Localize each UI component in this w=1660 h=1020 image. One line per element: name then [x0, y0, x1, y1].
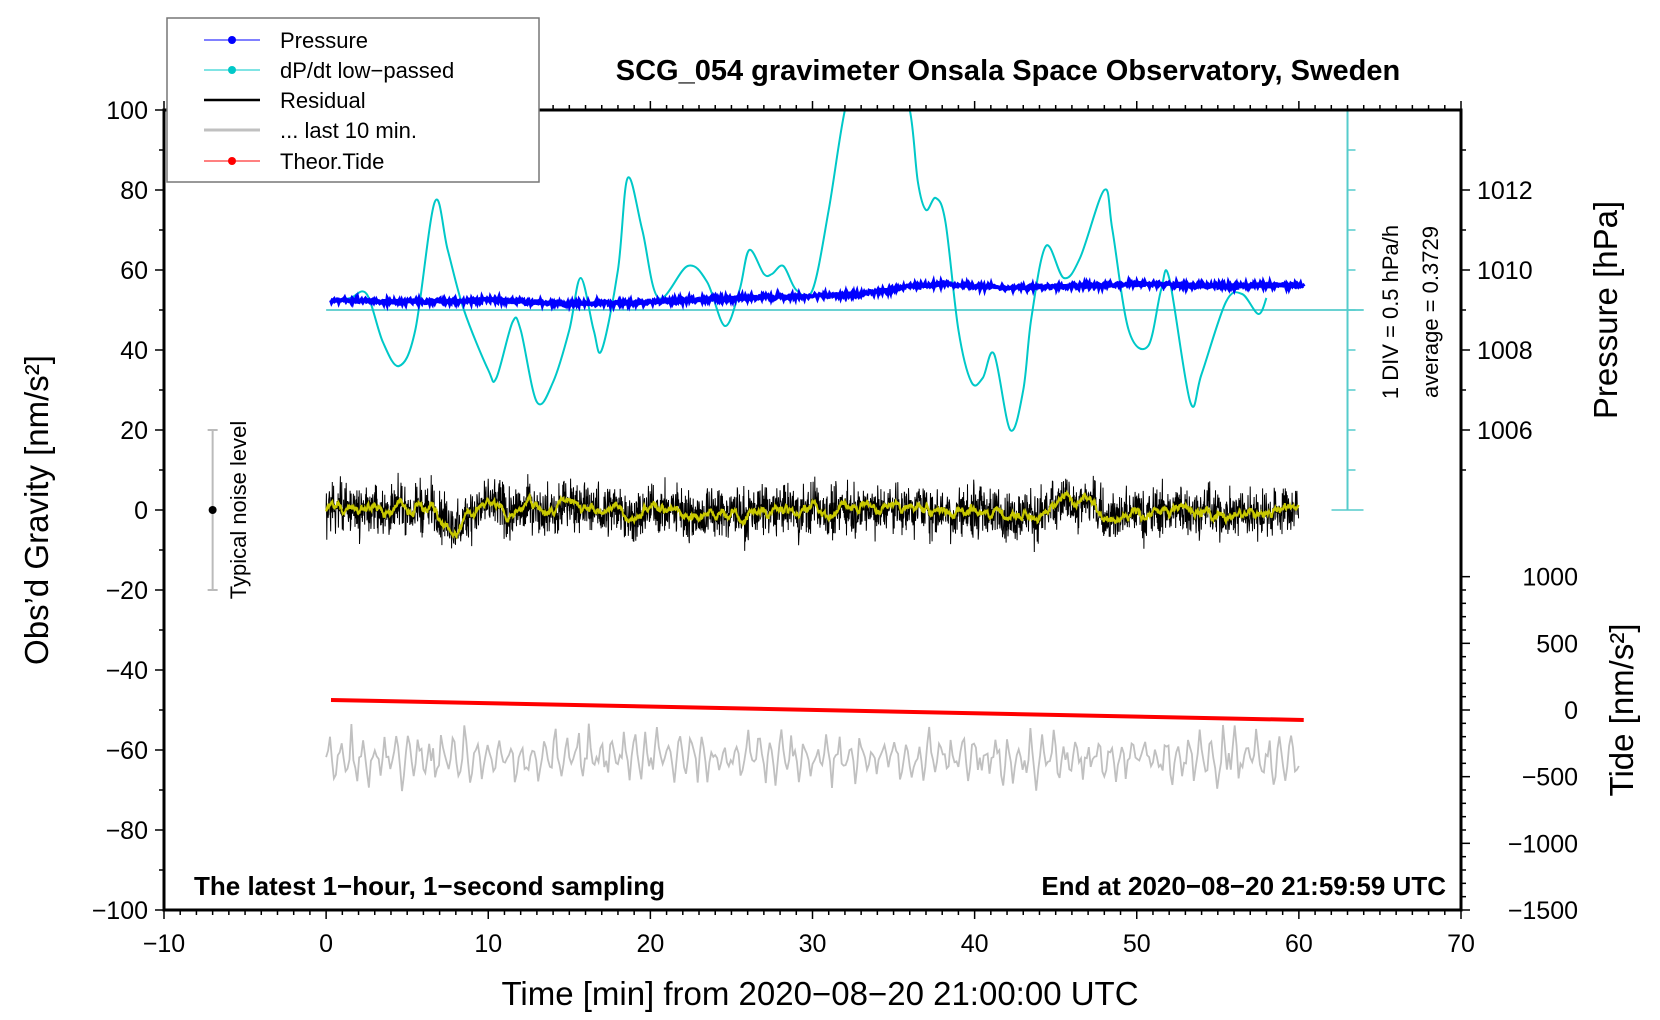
- x-tick-label: 60: [1285, 930, 1313, 958]
- y-tick-label: 100: [106, 97, 148, 125]
- tide-tick-label: 1000: [1522, 564, 1578, 592]
- y-tick-label: −100: [92, 897, 148, 925]
- pressure-tick-label: 1012: [1477, 177, 1533, 205]
- y-tick-label: −60: [106, 737, 148, 765]
- legend-residual-label: Residual: [280, 88, 366, 113]
- pressure-tick-label: 1006: [1477, 417, 1533, 445]
- axes: −10 0 10 20 30 40 50 60 70100806040200−20−40−60−…: [92, 97, 1578, 958]
- pressure-tick-label: 1008: [1477, 337, 1533, 365]
- noise-level-dot: [208, 506, 217, 514]
- y-tick-label: 0: [134, 497, 148, 525]
- x-tick-label: −10: [143, 930, 185, 958]
- x-tick-label: 20: [636, 930, 664, 958]
- tide-tick-label: −1000: [1508, 830, 1578, 858]
- div-scale-label: 1 DIV = 0.5 hPa/h: [1378, 225, 1403, 399]
- y-tick-label: 60: [120, 257, 148, 285]
- x-tick-label: 0: [319, 930, 333, 958]
- y-axis-label: Obs’d Gravity [nm/s²]: [18, 355, 55, 665]
- x-tick-label: 70: [1447, 930, 1475, 958]
- tide-axis-label: Tide [nm/s²]: [1603, 624, 1640, 797]
- legend-dpdt-label: dP/dt low−passed: [280, 58, 454, 83]
- pressure-tick-label: 1010: [1477, 257, 1533, 285]
- average-label: average = 0.3729: [1418, 226, 1443, 398]
- legend-last10-label: ... last 10 min.: [280, 118, 417, 143]
- dpdt-lowpassed-line: [330, 110, 1268, 432]
- tide-tick-label: 500: [1536, 630, 1578, 658]
- tide-tick-label: −500: [1522, 764, 1578, 792]
- chart-title: SCG_054 gravimeter Onsala Space Observat…: [616, 55, 1400, 87]
- legend-pressure-marker: [228, 36, 236, 44]
- legend-tide-marker: [228, 157, 236, 165]
- legend-pressure-label: Pressure: [280, 28, 368, 53]
- y-tick-label: −20: [106, 577, 148, 605]
- theoretical-tide-line: [330, 698, 1304, 722]
- y-tick-label: 20: [120, 417, 148, 445]
- tide-tick-label: −1500: [1508, 897, 1578, 925]
- x-tick-label: 40: [961, 930, 989, 958]
- x-tick-label: 50: [1123, 930, 1151, 958]
- pressure-line: [329, 274, 1306, 313]
- end-time-note: End at 2020−08−20 21:59:59 UTC: [1041, 871, 1446, 901]
- tide-tick-label: 0: [1564, 697, 1578, 725]
- pressure-axis-label: Pressure [hPa]: [1587, 201, 1624, 419]
- x-axis-label: Time [min] from 2020−08−20 21:00:00 UTC: [501, 975, 1138, 1012]
- legend-dpdt-marker: [228, 66, 236, 74]
- noise-level-label: Typical noise level: [226, 421, 251, 600]
- y-tick-label: −40: [106, 657, 148, 685]
- sampling-note: The latest 1−hour, 1−second sampling: [194, 871, 665, 901]
- plot-data: [207, 109, 1364, 792]
- residual-smoothed-line: [325, 489, 1300, 540]
- x-tick-label: 30: [799, 930, 827, 958]
- y-tick-label: 40: [120, 337, 148, 365]
- y-tick-label: 80: [120, 177, 148, 205]
- legend: Pressure dP/dt low−passed Residual ... l…: [166, 17, 540, 183]
- last-10-min-line: [325, 723, 1300, 792]
- y-tick-label: −80: [106, 817, 148, 845]
- legend-tide-label: Theor.Tide: [280, 149, 384, 174]
- residual-line: [325, 472, 1300, 553]
- x-tick-label: 10: [474, 930, 502, 958]
